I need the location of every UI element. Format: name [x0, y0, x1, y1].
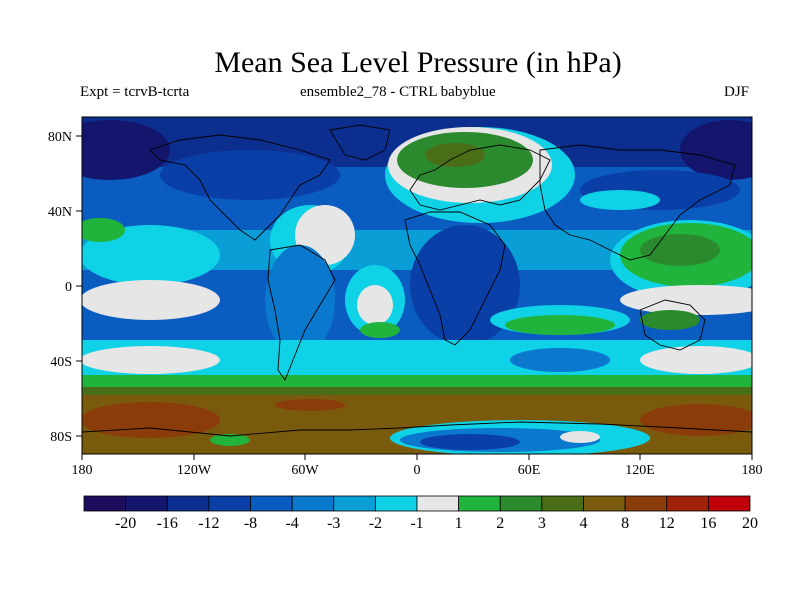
so-red-mid — [275, 399, 345, 411]
colorbar-swatch — [624, 495, 668, 512]
asia-coast — [539, 144, 736, 261]
season-label: DJF — [724, 84, 750, 100]
colorbar-swatch — [458, 495, 501, 512]
australia-coast — [639, 299, 706, 351]
lon-tick-label: 120W — [177, 463, 212, 478]
lon-tick-label: 0 — [414, 463, 421, 478]
europe-coast — [409, 144, 551, 211]
indian-white — [620, 285, 752, 315]
colorbar-label: 20 — [742, 515, 758, 532]
north-america-coast — [149, 134, 331, 241]
africa-coast — [404, 211, 506, 346]
colorbar-swatch — [416, 495, 460, 512]
colorbar-swatch — [291, 495, 335, 512]
east-pacific-green — [82, 218, 125, 242]
colorbar-label: -3 — [327, 515, 340, 532]
australia-green — [640, 310, 700, 330]
axis-ticks — [76, 135, 753, 460]
ensemble-label: ensemble2_78 - CTRL babyblue — [300, 84, 496, 100]
pacific-white — [82, 280, 220, 320]
colorbar-label: 3 — [538, 515, 546, 532]
colorbar-label: -1 — [410, 515, 423, 532]
lat-tick-label: 80S — [50, 430, 72, 445]
south-indian-blue — [510, 348, 610, 372]
antarctic-white — [560, 431, 600, 443]
colorbar-swatch — [83, 495, 127, 512]
colorbar-label: -20 — [115, 515, 136, 532]
so-red-west — [82, 402, 220, 438]
lat-tick-label: 80N — [48, 130, 72, 145]
so-red-east — [640, 404, 752, 436]
north-america-low — [160, 150, 340, 200]
south-america-coast — [267, 244, 336, 381]
south-atlantic-green — [360, 322, 400, 338]
south-indian-green — [505, 315, 615, 335]
colorbar-swatch — [166, 495, 210, 512]
colorbar-swatch — [499, 495, 543, 512]
lon-tick-label: 180 — [742, 463, 763, 478]
colorbar-label: 8 — [621, 515, 629, 532]
colorbar-swatch — [666, 495, 709, 512]
pacific-cyan — [82, 225, 220, 285]
lon-tick-label: 60E — [518, 463, 541, 478]
colorbar-label: -12 — [198, 515, 219, 532]
colorbar-swatch — [541, 495, 584, 512]
arctic-low-east — [680, 120, 752, 180]
south-pacific-white — [82, 346, 220, 374]
eurasia-high-peak — [425, 143, 485, 167]
colorbar-label: -8 — [244, 515, 257, 532]
colorbar-label: 12 — [659, 515, 675, 532]
colorbar-label: -16 — [157, 515, 178, 532]
atlantic-white-south — [357, 285, 393, 325]
colorbar-swatch — [333, 495, 376, 512]
antarctic-deep-blue — [420, 434, 520, 450]
colorbar-label: -2 — [369, 515, 382, 532]
colorbar-label: 4 — [580, 515, 588, 532]
colorbar-label: 2 — [496, 515, 504, 532]
colorbar-swatch — [125, 495, 168, 512]
experiment-label: Expt = tcrvB-tcrta — [80, 84, 190, 100]
arctic-low-west — [82, 120, 170, 180]
colorbar: -20 -16 -12 -8 -4 -3 -2 -1 1 2 3 4 8 12 16 20 — [83, 495, 758, 532]
colorbar-label: 1 — [455, 515, 463, 532]
colorbar-label: 16 — [700, 515, 716, 532]
lon-tick-label: 180 — [72, 463, 93, 478]
pressure-field — [82, 117, 752, 454]
asia-band — [580, 190, 660, 210]
south-america-low — [265, 245, 335, 355]
lon-tick-label: 60W — [291, 463, 319, 478]
africa-low — [410, 225, 520, 345]
colorbar-swatch — [374, 495, 418, 512]
colorbar-swatch — [208, 495, 251, 512]
lat-tick-label: 40N — [48, 205, 72, 220]
map-title: Mean Sea Level Pressure (in hPa) — [214, 46, 622, 79]
greenland-coast — [329, 124, 391, 161]
lon-tick-label: 120E — [625, 463, 655, 478]
lat-tick-label: 40S — [50, 355, 72, 370]
colorbar-label: -4 — [285, 515, 298, 532]
lat-tick-label: 0 — [65, 280, 72, 295]
antarctica-coast — [82, 421, 752, 437]
colorbar-swatch — [707, 495, 751, 512]
tasman-white — [640, 346, 752, 374]
colorbar-swatch — [583, 495, 626, 512]
coastlines — [82, 124, 752, 437]
colorbar-swatch — [250, 495, 293, 512]
antarctic-green-spot — [210, 434, 250, 446]
wpac-green-core — [640, 234, 720, 266]
